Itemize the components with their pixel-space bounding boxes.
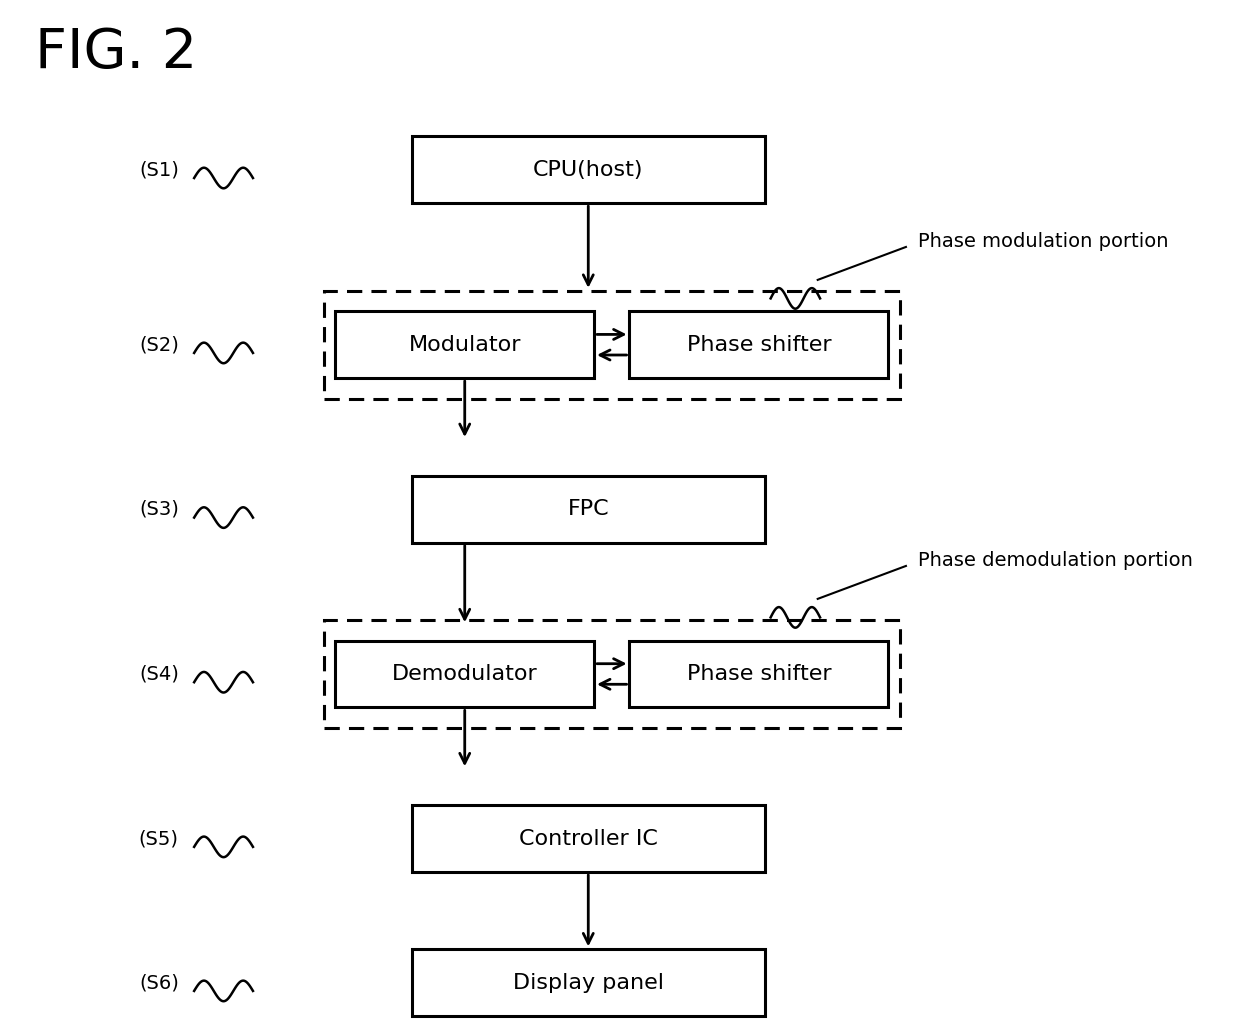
Text: (S2): (S2) (139, 335, 179, 354)
Text: Phase modulation portion: Phase modulation portion (918, 233, 1168, 251)
Text: FPC: FPC (568, 499, 609, 520)
Bar (324, 619, 900, 729)
Text: Phase shifter: Phase shifter (687, 664, 831, 684)
Bar (335, 640, 594, 708)
Bar (630, 640, 888, 708)
Bar (335, 311, 594, 378)
Text: (S6): (S6) (139, 973, 179, 992)
Text: Modulator: Modulator (408, 334, 521, 355)
Bar (412, 137, 765, 204)
Bar (630, 311, 888, 378)
Bar (324, 291, 900, 398)
Bar (412, 475, 765, 543)
Text: Phase demodulation portion: Phase demodulation portion (918, 552, 1193, 570)
Text: Display panel: Display panel (513, 972, 663, 993)
Text: (S4): (S4) (139, 665, 179, 683)
Bar (412, 805, 765, 873)
Text: Demodulator: Demodulator (392, 664, 538, 684)
Text: Controller IC: Controller IC (518, 828, 657, 849)
Text: Phase shifter: Phase shifter (687, 334, 831, 355)
Text: (S1): (S1) (139, 161, 179, 179)
Text: (S5): (S5) (139, 829, 179, 848)
Bar (412, 949, 765, 1017)
Text: FIG. 2: FIG. 2 (35, 26, 197, 79)
Text: CPU(host): CPU(host) (533, 159, 644, 180)
Text: (S3): (S3) (139, 500, 179, 519)
